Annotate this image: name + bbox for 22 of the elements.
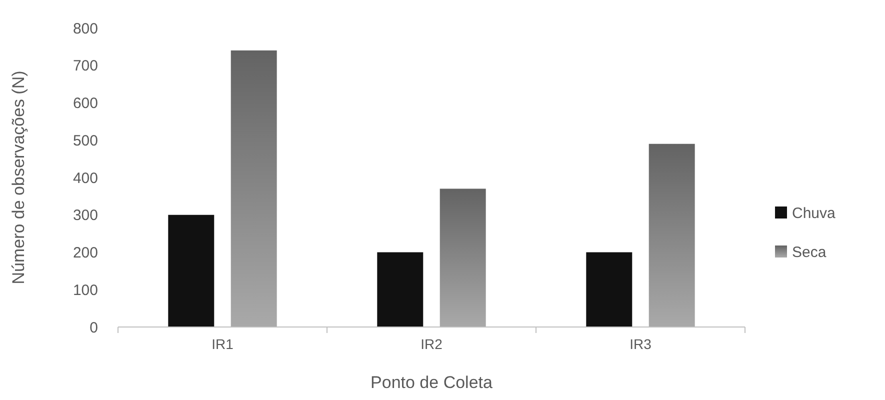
y-tick-label: 500	[72, 132, 98, 150]
bar	[648, 144, 695, 327]
x-tick-label: IR3	[630, 336, 652, 352]
bar	[168, 214, 214, 327]
y-tick-label: 400	[72, 170, 98, 187]
y-axis-title: Número de observações (N)	[9, 70, 28, 284]
bar	[440, 188, 486, 327]
y-tick-label: 800	[72, 20, 98, 38]
y-tick-label: 100	[72, 282, 98, 299]
legend-label: Seca	[792, 244, 827, 261]
y-tick-label: 700	[72, 58, 98, 75]
legend-label: Chuva	[792, 204, 836, 222]
x-axis-title: Ponto de Coleta	[370, 373, 494, 392]
y-tick-label: 600	[72, 95, 98, 112]
y-tick-label: 200	[72, 244, 98, 262]
bar	[230, 50, 277, 327]
bar	[586, 252, 632, 327]
x-tick-label: IR1	[212, 336, 234, 352]
y-tick-label: 0	[90, 319, 98, 336]
x-tick-label: IR2	[420, 336, 443, 352]
bar	[377, 252, 424, 327]
y-tick-label: 300	[72, 207, 98, 224]
